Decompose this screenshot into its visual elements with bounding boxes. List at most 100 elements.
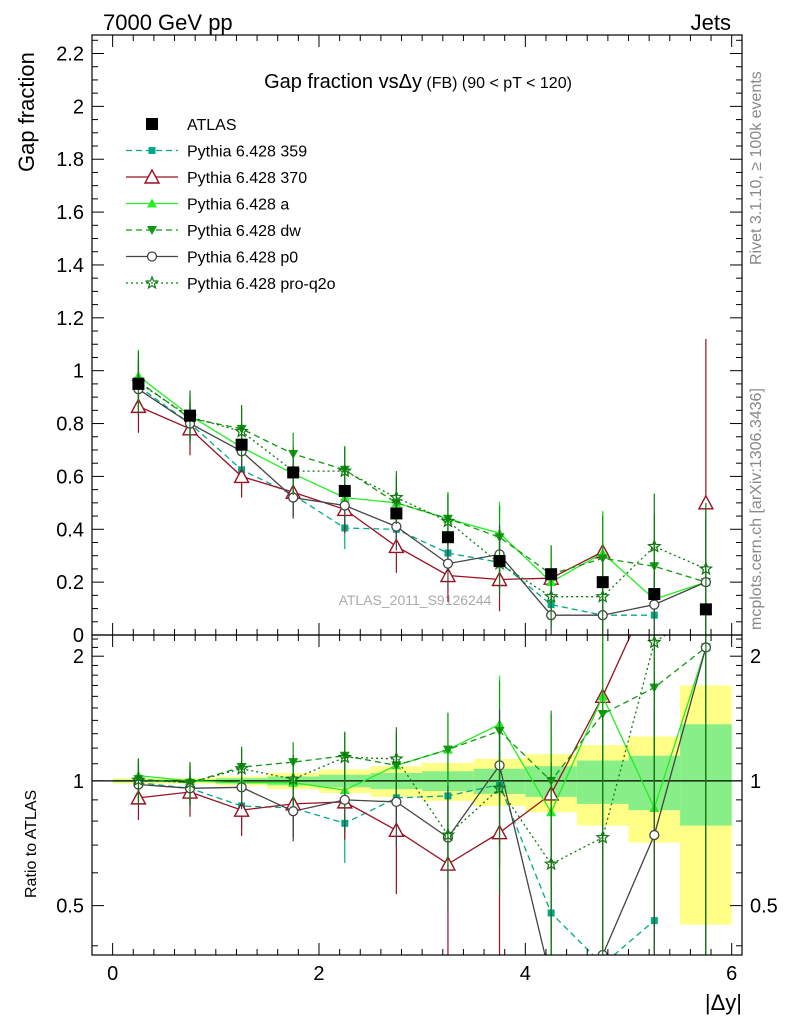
y-tick-label: 1.4 [56,255,84,277]
data-point [596,576,609,589]
ratio-series-line [138,635,667,865]
y-tick-label: 1 [73,361,84,383]
main-ylabel: Gap fraction [14,52,39,172]
y-tick-label: 0.8 [56,414,84,436]
data-point [648,588,661,601]
rivet-label: Rivet 3.1.10, ≥ 100k events [748,71,765,265]
ratio-y-tick-label-right: 0.5 [750,896,778,918]
legend-entry-pythia-6-428-359: Pythia 6.428 359 [126,144,307,161]
ratio-data-point [131,772,146,787]
series-line [138,406,706,579]
ratio-data-point [234,761,249,775]
ratio-y-tick-label-right: 1 [750,771,761,793]
ratio-data-point [543,856,559,871]
data-point [389,489,404,504]
series-line [138,380,707,583]
x-tick-label: 6 [726,963,737,985]
data-point [132,377,145,390]
ratio-series-line [138,647,707,955]
legend-label: Pythia 6.428 359 [187,144,307,161]
series-line [138,375,707,601]
y-tick-label: 0.6 [56,466,84,488]
legend-label: Pythia 6.428 pro-q2o [187,276,336,293]
ratio-data-point [597,710,608,720]
legend-marker [147,198,157,208]
ratio-data-point [595,829,610,844]
legend-marker [147,226,157,235]
ratio-data-point [492,780,507,795]
y-tick-label: 0.4 [56,519,84,541]
ratio-y-tick-label-left: 2 [73,646,84,668]
ratio-xlabel: |Δy| [705,990,742,1015]
ratio-data-point [233,801,250,817]
y-tick-label: 2.2 [56,44,84,66]
analysis-watermark: ATLAS_2011_S9126244 [339,592,492,608]
data-point [543,589,559,603]
legend-entry-pythia-6-428-a: Pythia 6.428 a [126,197,289,214]
data-point [698,561,714,576]
data-point [390,507,403,520]
series-line [138,388,707,616]
header-process: Jets [691,10,731,35]
data-point [597,554,608,564]
legend-marker [146,118,158,130]
data-point [699,603,712,616]
main-series-layer [130,338,715,635]
ratio-data-point [442,745,453,755]
series-atlas [132,377,712,616]
data-point [337,463,353,478]
ratio-y-tick-label-right: 2 [750,646,761,668]
data-point [234,423,249,438]
legend-marker [146,251,158,262]
y-tick-label: 0.2 [56,572,84,594]
ratio-series-line [138,647,707,814]
main-title: Gap fraction vsΔy (FB) (90 < pT < 120) [264,71,572,93]
legend: ATLAS Pythia 6.428 359 Pythia 6.428 370 Pyt… [126,117,336,293]
legend-label: ATLAS [187,117,237,134]
x-tick-label: 2 [313,963,324,985]
data-point [233,467,250,484]
ratio-data-point [440,827,456,842]
data-point [649,599,660,610]
legend-entry-pythia-6-428-pro-q2o: Pythia 6.428 pro-q2o [126,275,336,293]
mcplots-label: mcplots.cern.ch [arXiv:1306.3436] [748,388,765,630]
header-energy: 7000 GeV pp [103,10,233,35]
legend-marker [144,275,160,290]
data-point [339,500,350,511]
ratio-data-point [339,794,350,806]
y-tick-label: 2 [73,96,84,118]
series-line [138,382,707,598]
ratio-data-point [182,775,198,789]
ratio-series-layer [130,635,712,955]
main-axes: 0 0.2 0.4 0.6 0.8 1 1.2 1.4 1.6 1.8 2 2.2 [56,35,742,647]
data-point [493,554,506,567]
ratio-data-point [391,796,402,808]
legend-label: Pythia 6.428 p0 [187,250,298,267]
data-point [235,438,248,451]
ratio-series-line [138,635,632,865]
ratio-y-tick-label-left: 1 [73,771,84,793]
ratio-data-point [285,771,301,786]
data-point [595,589,610,603]
legend-entry-atlas: ATLAS [146,117,237,134]
data-point [545,568,558,581]
ratio-data-point [337,749,353,764]
y-tick-label: 1.8 [56,149,84,171]
data-point [287,466,300,479]
legend-label: Pythia 6.428 370 [187,170,307,187]
ratio-y-tick-label-left: 0.5 [56,896,84,918]
legend-entry-pythia-6-428-dw: Pythia 6.428 dw [126,223,301,240]
legend-label: Pythia 6.428 dw [187,223,301,240]
ratio-data-point [389,751,404,766]
ratio-plot-frame [91,634,743,956]
series-pythia-6-428-370 [130,338,715,635]
y-tick-label: 1.6 [56,202,84,224]
data-point [441,531,454,544]
data-point [338,484,351,497]
legend-entry-pythia-6-428-p0: Pythia 6.428 p0 [126,250,298,267]
ratio-ylabel: Ratio to ATLAS [23,790,40,898]
legend-entry-pythia-6-428-370: Pythia 6.428 370 [126,168,307,187]
data-point [647,538,662,553]
data-point [184,409,197,422]
